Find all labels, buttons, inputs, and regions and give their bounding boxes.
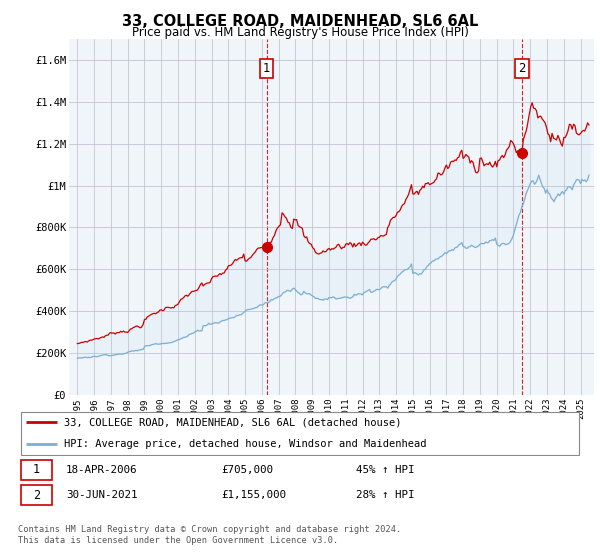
FancyBboxPatch shape: [21, 412, 579, 455]
Text: 1: 1: [263, 62, 271, 75]
Text: 30-JUN-2021: 30-JUN-2021: [66, 490, 137, 500]
Text: 2: 2: [33, 489, 40, 502]
FancyBboxPatch shape: [21, 485, 52, 505]
Text: £1,155,000: £1,155,000: [221, 490, 286, 500]
Text: Price paid vs. HM Land Registry's House Price Index (HPI): Price paid vs. HM Land Registry's House …: [131, 26, 469, 39]
Text: 1: 1: [33, 463, 40, 476]
FancyBboxPatch shape: [21, 460, 52, 480]
Text: 18-APR-2006: 18-APR-2006: [66, 465, 137, 475]
Text: 33, COLLEGE ROAD, MAIDENHEAD, SL6 6AL: 33, COLLEGE ROAD, MAIDENHEAD, SL6 6AL: [122, 14, 478, 29]
Text: 45% ↑ HPI: 45% ↑ HPI: [356, 465, 415, 475]
Text: £705,000: £705,000: [221, 465, 273, 475]
Text: 2: 2: [518, 62, 526, 75]
Text: HPI: Average price, detached house, Windsor and Maidenhead: HPI: Average price, detached house, Wind…: [64, 439, 427, 449]
Text: 33, COLLEGE ROAD, MAIDENHEAD, SL6 6AL (detached house): 33, COLLEGE ROAD, MAIDENHEAD, SL6 6AL (d…: [64, 417, 402, 427]
Text: Contains HM Land Registry data © Crown copyright and database right 2024.
This d: Contains HM Land Registry data © Crown c…: [18, 525, 401, 545]
Text: 28% ↑ HPI: 28% ↑ HPI: [356, 490, 415, 500]
